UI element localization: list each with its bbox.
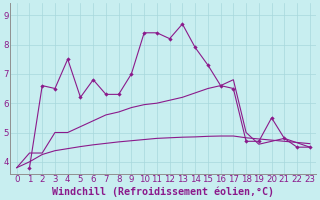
X-axis label: Windchill (Refroidissement éolien,°C): Windchill (Refroidissement éolien,°C)	[52, 186, 274, 197]
